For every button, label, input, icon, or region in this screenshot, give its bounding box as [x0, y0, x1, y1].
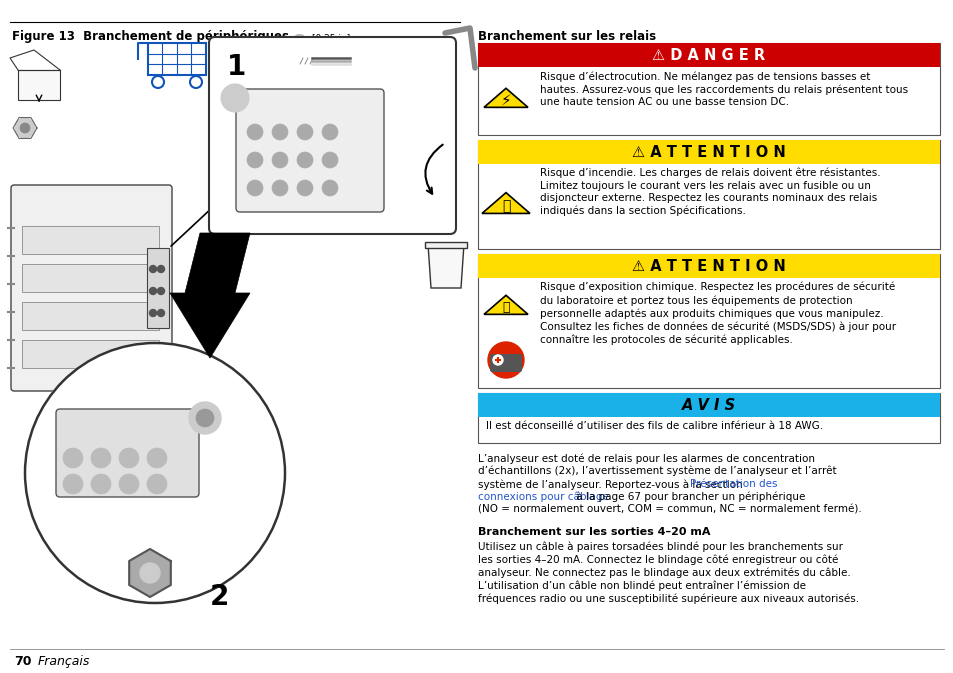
Polygon shape [428, 244, 463, 288]
Circle shape [247, 152, 263, 168]
Polygon shape [18, 70, 60, 100]
Circle shape [20, 123, 30, 133]
Circle shape [25, 343, 285, 603]
Text: Figure 13  Branchement de périphériques: Figure 13 Branchement de périphériques [12, 30, 289, 43]
Text: Branchement sur les relais: Branchement sur les relais [477, 30, 656, 43]
Bar [424, 242, 467, 248]
Polygon shape [129, 549, 171, 597]
Circle shape [322, 152, 337, 168]
Circle shape [488, 342, 523, 378]
Bar [477, 140, 939, 164]
FancyBboxPatch shape [235, 89, 384, 212]
Circle shape [221, 84, 249, 112]
Circle shape [140, 563, 160, 583]
Bar [147, 248, 169, 328]
Circle shape [247, 180, 263, 196]
Text: ⚠ A T T E N T I O N: ⚠ A T T E N T I O N [632, 258, 785, 273]
Text: Risque d’électrocution. Ne mélangez pas de tensions basses et
hautes. Assurez-vo: Risque d’électrocution. Ne mélangez pas … [539, 71, 907, 107]
Text: Français: Français [38, 655, 91, 668]
Circle shape [296, 124, 313, 140]
Text: Utilisez un câble à paires torsadées blindé pour les branchements sur
les sortie: Utilisez un câble à paires torsadées bli… [477, 541, 859, 604]
Text: connexions pour câblage: connexions pour câblage [477, 492, 608, 503]
Bar [477, 254, 939, 388]
Circle shape [189, 402, 221, 434]
FancyBboxPatch shape [11, 185, 172, 391]
Text: 2: 2 [210, 583, 229, 611]
Circle shape [63, 474, 83, 494]
Circle shape [150, 310, 156, 316]
FancyBboxPatch shape [490, 354, 521, 372]
Bar [22, 226, 159, 254]
FancyBboxPatch shape [209, 37, 456, 234]
Circle shape [91, 448, 111, 468]
Text: 6.4 mm: 6.4 mm [314, 41, 348, 50]
Text: Présentation des: Présentation des [689, 479, 777, 489]
Bar [148, 43, 206, 75]
Polygon shape [170, 233, 250, 358]
Text: 1: 1 [227, 53, 246, 81]
Bar [22, 340, 159, 368]
Circle shape [195, 409, 213, 427]
Text: [0.25 in]: [0.25 in] [312, 33, 350, 42]
Text: ⚠ A T T E N T I O N: ⚠ A T T E N T I O N [632, 145, 785, 160]
Text: ⚠ D A N G E R: ⚠ D A N G E R [652, 48, 764, 63]
Circle shape [322, 124, 337, 140]
Circle shape [147, 448, 167, 468]
Text: Risque d’exposition chimique. Respectez les procédures de sécurité
du laboratoir: Risque d’exposition chimique. Respectez … [539, 282, 895, 345]
Circle shape [119, 448, 139, 468]
Text: (NO = normalement ouvert, COM = commun, NC = normalement fermé).: (NO = normalement ouvert, COM = commun, … [477, 505, 861, 515]
FancyBboxPatch shape [56, 409, 199, 497]
Text: A V I S: A V I S [681, 398, 736, 413]
Text: Il est déconseillé d’utiliser des fils de calibre inférieur à 18 AWG.: Il est déconseillé d’utiliser des fils d… [485, 421, 822, 431]
Text: Branchement sur les sorties 4–20 mA: Branchement sur les sorties 4–20 mA [477, 527, 710, 537]
Bar [477, 140, 939, 249]
Circle shape [296, 180, 313, 196]
Circle shape [15, 118, 35, 138]
Text: ✋: ✋ [501, 302, 509, 314]
Text: L’analyseur est doté de relais pour les alarmes de concentration: L’analyseur est doté de relais pour les … [477, 453, 814, 464]
Bar [22, 264, 159, 292]
Bar [477, 393, 939, 417]
Circle shape [157, 287, 164, 295]
Polygon shape [481, 192, 530, 213]
Circle shape [150, 266, 156, 273]
Circle shape [247, 124, 263, 140]
Circle shape [272, 152, 288, 168]
Circle shape [150, 287, 156, 295]
Bar [477, 393, 939, 443]
Circle shape [157, 266, 164, 273]
Text: d’échantillons (2x), l’avertissement système de l’analyseur et l’arrêt: d’échantillons (2x), l’avertissement sys… [477, 466, 836, 476]
Text: 🔥: 🔥 [501, 199, 510, 213]
Bar [477, 254, 939, 278]
Polygon shape [483, 295, 527, 314]
Bar [22, 302, 159, 330]
Text: Risque d’incendie. Les charges de relais doivent être résistantes.
Limitez toujo: Risque d’incendie. Les charges de relais… [539, 168, 880, 216]
Circle shape [91, 474, 111, 494]
Circle shape [147, 474, 167, 494]
Text: ⚡: ⚡ [500, 93, 511, 108]
Bar [477, 43, 939, 67]
Circle shape [272, 180, 288, 196]
Text: à la page 67 pour brancher un périphérique: à la page 67 pour brancher un périphériq… [573, 492, 805, 503]
Circle shape [322, 180, 337, 196]
Bar [477, 43, 939, 135]
Circle shape [157, 310, 164, 316]
Polygon shape [483, 88, 527, 108]
Circle shape [272, 124, 288, 140]
Circle shape [296, 152, 313, 168]
Text: 70: 70 [14, 655, 31, 668]
Circle shape [493, 355, 502, 365]
Circle shape [119, 474, 139, 494]
Circle shape [63, 448, 83, 468]
Text: système de l’analyseur. Reportez-vous à la section: système de l’analyseur. Reportez-vous à … [477, 479, 745, 489]
